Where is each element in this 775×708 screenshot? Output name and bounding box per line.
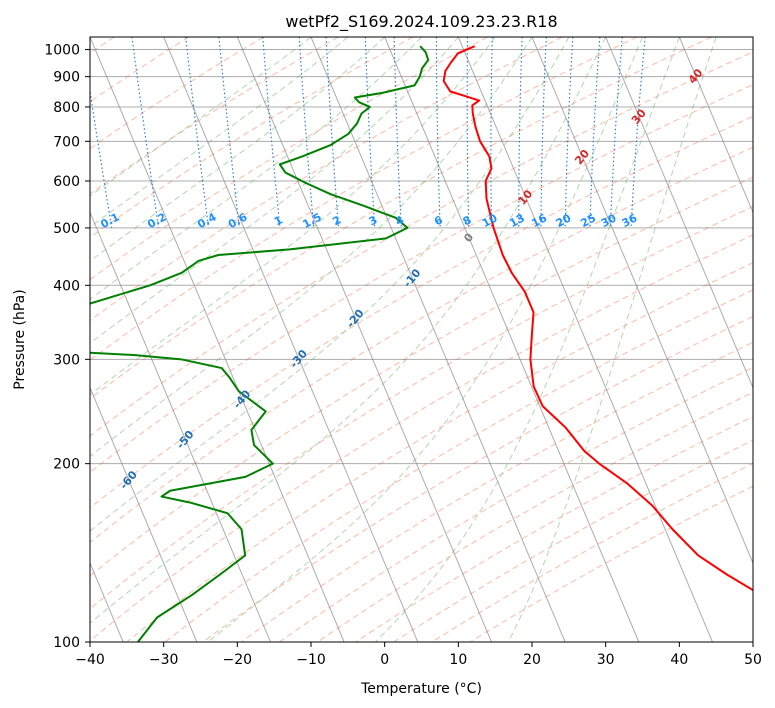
dry-adiabat [90,234,753,642]
dry-adiabat [90,37,712,400]
chart-title: wetPf2_S169.2024.109.23.23.R18 [285,12,557,32]
dry-adiabat [90,205,753,610]
moist-adiabat [90,37,459,344]
dry-adiabat [90,51,753,437]
y-tick-label: 1000 [44,43,80,59]
isotherm-line [163,37,419,642]
mixing-ratio-label: 25 [578,211,598,230]
mixing-ratio-label: 36 [620,211,640,230]
x-tick-label: −30 [149,652,179,668]
dry-adiabat [90,37,488,281]
moist-adiabat [90,37,496,396]
y-axis: 100 200 300 400 500 600 700 800 900 1000 [44,43,90,651]
y-tick-label: 700 [53,134,80,150]
y-tick-label: 400 [53,278,80,294]
moist-adiabat [207,37,643,642]
isotherm-line [457,37,713,642]
dewpoint-profile-line [90,45,430,642]
dry-adiabat [202,315,753,642]
background-lines [90,37,753,642]
moist-adiabat [90,37,607,624]
mixing-ratio-line [90,87,113,228]
dry-adiabat [126,262,753,642]
moist-adiabat [374,37,680,642]
moist-adiabat [90,37,533,457]
mixing-ratio-label: 20 [554,211,574,230]
x-axis-title: Temperature (°C) [360,681,482,697]
moist-adiabat [90,37,570,532]
mixing-ratio-line [131,37,160,228]
isotherm-line [531,37,753,565]
moist-adiabat [90,37,386,262]
x-tick-label: 40 [670,652,688,668]
isotherm-line [236,37,492,642]
isotherm-line [90,211,271,642]
x-tick-label: 50 [744,652,762,668]
mixing-ratio-line [630,37,646,228]
y-tick-label: 100 [53,635,80,651]
x-tick-label: 20 [523,652,541,668]
moist-adiabat [90,37,349,228]
y-axis-title: Pressure (hPa) [12,289,28,389]
y-tick-label: 800 [53,100,80,116]
y-tick-label: 500 [53,221,80,237]
isotherm-line [678,37,753,214]
y-tick-label: 900 [53,70,80,86]
temperature-profile-line [442,45,753,592]
series-layer [90,45,753,642]
dry-adiabat [90,84,753,474]
mixing-ratio-line [185,37,210,228]
mixing-ratio-line [218,37,240,228]
x-tick-label: 0 [380,652,389,668]
mixing-ratio-label: 30 [599,211,619,230]
dry-adiabat [90,37,563,322]
dry-adiabat [90,37,638,361]
dry-adiabat [90,176,753,577]
dry-adiabat [90,37,264,150]
isotherm-line [90,386,198,642]
isotherm-line [605,37,753,390]
x-tick-label: 30 [597,652,615,668]
mixing-ratio-label: 13 [507,211,527,230]
x-tick-label: 10 [449,652,467,668]
isotherm-line [310,37,566,642]
dry-adiabat [240,341,753,642]
plot-frame [89,36,754,643]
y-tick-label: 600 [53,174,80,190]
mixing-ratio-label: 16 [529,211,549,230]
isotherm-line [384,37,640,642]
x-axis: −40 −30 −20 −10 0 10 20 30 40 50 [75,642,762,668]
mixing-ratio-label: 10 [480,211,500,230]
x-tick-label: −40 [75,652,105,668]
moist-adiabat [507,37,717,642]
dry-adiabat [90,146,753,543]
moist-adiabat [90,37,422,300]
mixing-ratio-line [262,37,281,228]
dry-adiabat [90,37,339,195]
x-tick-label: −10 [296,652,326,668]
y-tick-label: 300 [53,352,80,368]
y-tick-label: 200 [53,457,80,473]
moist-adiabat [90,37,312,197]
isotherm-line [90,37,345,642]
x-tick-label: −20 [223,652,253,668]
